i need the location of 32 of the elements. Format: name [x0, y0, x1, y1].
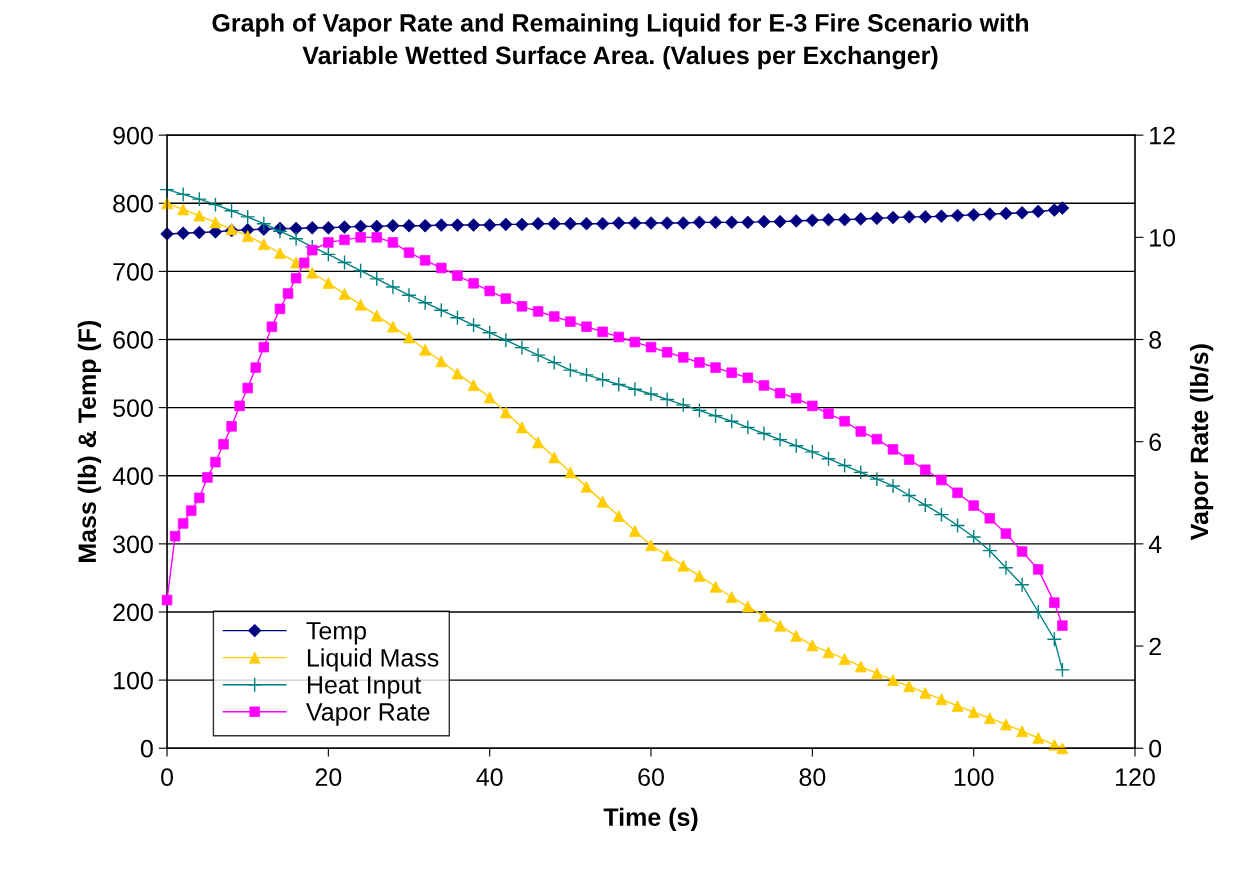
x-tick-label: 0	[161, 768, 174, 787]
legend-label: Vapor Rate	[306, 703, 430, 726]
y-tick-label: 800	[113, 194, 153, 213]
y-tick-label: 200	[113, 603, 153, 622]
x-tick-label: 80	[799, 768, 826, 787]
x-axis-title: Time (s)	[603, 807, 698, 831]
y-tick-label: 700	[113, 262, 153, 281]
y-tick-label: 600	[113, 331, 153, 349]
y2-tick-label: 12	[1150, 126, 1175, 145]
y2-tick-label: 6	[1149, 433, 1162, 451]
y-axis-title: Mass (lb) & Temp (F)	[77, 320, 102, 562]
y2-tick-label: 8	[1149, 331, 1162, 349]
x-tick-label: 120	[1116, 768, 1155, 787]
y-tick-label: 900	[113, 126, 153, 145]
y-tick-label: 300	[113, 535, 153, 554]
y-tick-label: 400	[112, 467, 153, 486]
y-tick-label: 0	[140, 739, 153, 758]
chart-title: Graph of Vapor Rate and Remaining Liquid for E-3 Fire Scenario with Variable Wetted Surface Area. (Values per Exchanger)	[212, 13, 1029, 70]
y2-tick-label: 4	[1148, 535, 1162, 553]
x-tick-label: 60	[638, 768, 664, 787]
x-tick-label: 100	[954, 768, 994, 787]
y-tick-label: 500	[113, 399, 153, 417]
y-tick-label: 100	[114, 671, 153, 690]
y2-axis-title: Vapor Rate (lb/s)	[1189, 344, 1214, 541]
y2-tick-label: 2	[1149, 637, 1161, 656]
legend-label: Liquid Mass	[307, 648, 439, 672]
y2-tick-label: 10	[1150, 228, 1176, 247]
y2-tick-label: 0	[1149, 739, 1162, 758]
legend-label: Heat Input	[307, 676, 422, 699]
x-tick-label: 40	[476, 768, 503, 787]
x-tick-label: 20	[315, 768, 342, 787]
legend-label: Temp	[306, 622, 366, 645]
